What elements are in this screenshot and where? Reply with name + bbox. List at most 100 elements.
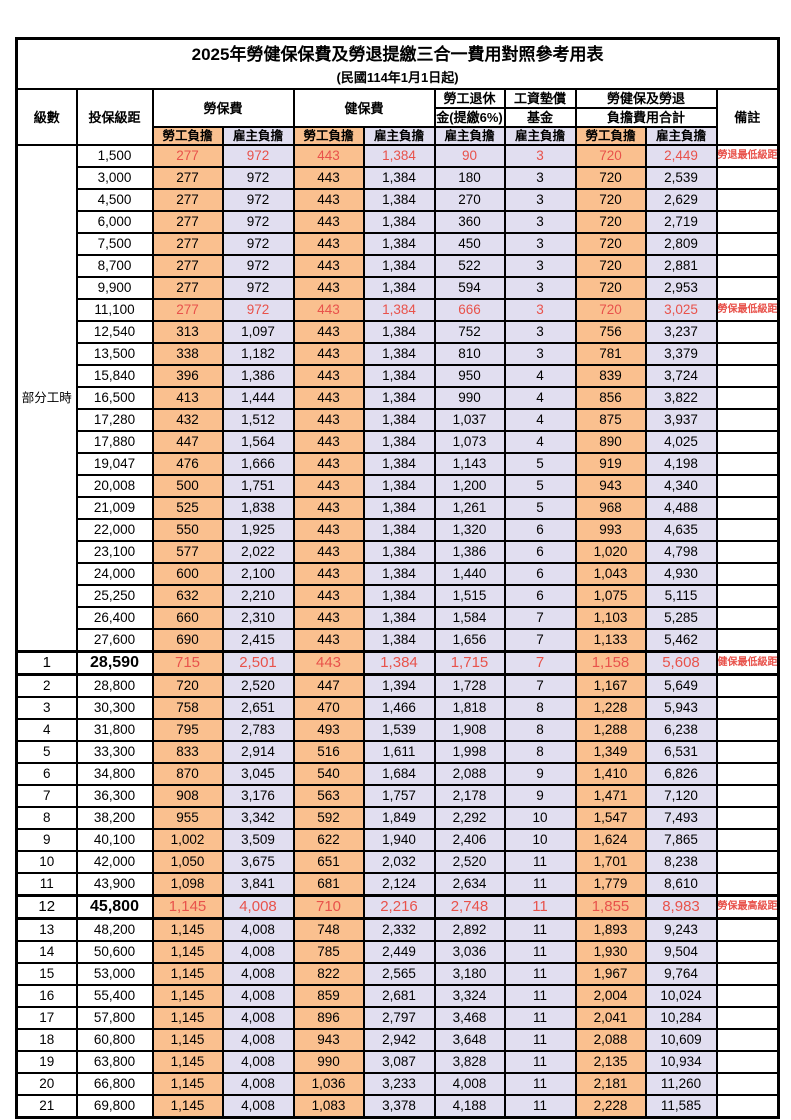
value-cell: 1,908 <box>433 718 506 742</box>
value-cell: 11 <box>503 850 577 874</box>
level-cell: 6 <box>15 762 78 786</box>
level-cell: 9 <box>15 828 78 852</box>
value-cell: 720 <box>574 254 647 278</box>
value-cell: 6,531 <box>644 740 718 764</box>
value-cell: 1,386 <box>221 364 295 388</box>
value-cell: 1,103 <box>574 606 647 630</box>
subheader-fund-employer: 雇主負擔 <box>503 126 577 146</box>
value-cell: 1,145 <box>151 917 224 942</box>
value-cell: 972 <box>221 276 295 300</box>
remark-cell <box>715 762 780 786</box>
value-cell: 720 <box>151 673 224 698</box>
value-cell: 1,384 <box>362 342 436 366</box>
value-cell: 5,285 <box>644 606 718 630</box>
value-cell: 3,648 <box>433 1028 506 1052</box>
value-cell: 2,178 <box>433 784 506 808</box>
value-cell: 432 <box>151 408 224 432</box>
remark-cell <box>715 518 780 542</box>
table-row: 6 34,800 870 3,045 540 1,684 2,088 9 1,410 6,826 <box>15 762 780 786</box>
bracket-cell: 17,880 <box>75 430 154 454</box>
value-cell: 1,930 <box>574 940 647 964</box>
value-cell: 3,378 <box>362 1094 436 1119</box>
value-cell: 10,284 <box>644 1006 718 1030</box>
value-cell: 1,145 <box>151 962 224 986</box>
value-cell: 90 <box>433 144 506 168</box>
value-cell: 443 <box>292 452 365 476</box>
value-cell: 443 <box>292 298 365 322</box>
value-cell: 3,509 <box>221 828 295 852</box>
value-cell: 3,379 <box>644 342 718 366</box>
level-cell: 12 <box>15 894 78 920</box>
value-cell: 443 <box>292 320 365 344</box>
value-cell: 10,934 <box>644 1050 718 1074</box>
table-row: 8,700 277 972 443 1,384 522 3 720 2,881 <box>17 254 780 278</box>
page-subtitle: (民國114年1月1日起) <box>336 69 459 85</box>
value-cell: 2,181 <box>574 1072 647 1096</box>
value-cell: 919 <box>574 452 647 476</box>
value-cell: 4,798 <box>644 540 718 564</box>
bracket-cell: 23,100 <box>75 540 154 564</box>
level-cell: 11 <box>15 872 78 897</box>
remark-cell <box>715 254 780 278</box>
value-cell: 1,182 <box>221 342 295 366</box>
value-cell: 2,310 <box>221 606 295 630</box>
remark-cell <box>715 673 780 698</box>
remark-cell: 健保最低級距 <box>715 650 780 676</box>
bracket-cell: 42,000 <box>75 850 154 874</box>
value-cell: 3,087 <box>362 1050 436 1074</box>
value-cell: 6 <box>503 540 577 564</box>
value-cell: 972 <box>221 254 295 278</box>
bracket-cell: 9,900 <box>75 276 154 300</box>
level-cell: 10 <box>15 850 78 874</box>
bracket-cell: 43,900 <box>75 872 154 897</box>
value-cell: 9,764 <box>644 962 718 986</box>
value-cell: 443 <box>292 496 365 520</box>
value-cell: 1,757 <box>362 784 436 808</box>
table-row: 10 42,000 1,050 3,675 651 2,032 2,520 11 1,701 8,… <box>15 850 780 874</box>
value-cell: 3 <box>503 342 577 366</box>
value-cell: 2,124 <box>362 872 436 897</box>
remark-cell <box>715 940 780 964</box>
bracket-cell: 19,047 <box>75 452 154 476</box>
value-cell: 720 <box>574 276 647 300</box>
table-row: 4 31,800 795 2,783 493 1,539 1,908 8 1,288 6,238 <box>15 718 780 742</box>
remark-cell: 勞保最高級距 <box>715 894 780 920</box>
value-cell: 9,243 <box>644 917 718 942</box>
bracket-cell: 27,600 <box>75 628 154 653</box>
value-cell: 1,684 <box>362 762 436 786</box>
value-cell: 859 <box>292 984 365 1008</box>
value-cell: 1,384 <box>362 276 436 300</box>
value-cell: 2,210 <box>221 584 295 608</box>
value-cell: 11,585 <box>644 1094 718 1119</box>
value-cell: 1,075 <box>574 584 647 608</box>
table-row: 20,008 500 1,751 443 1,384 1,200 5 943 4,340 <box>17 474 780 498</box>
subheader-total-employer: 雇主負擔 <box>644 126 718 146</box>
remark-cell: 勞退最低級距 <box>715 144 780 168</box>
value-cell: 1,050 <box>151 850 224 874</box>
remark-cell <box>715 188 780 212</box>
value-cell: 11 <box>503 894 577 920</box>
value-cell: 443 <box>292 584 365 608</box>
value-cell: 3 <box>503 298 577 322</box>
value-cell: 476 <box>151 452 224 476</box>
table-row: 4,500 277 972 443 1,384 270 3 720 2,629 <box>17 188 780 212</box>
value-cell: 5 <box>503 496 577 520</box>
remark-cell <box>715 540 780 564</box>
table-row: 5 33,300 833 2,914 516 1,611 1,998 8 1,349 6,531 <box>15 740 780 764</box>
value-cell: 1,320 <box>433 518 506 542</box>
value-cell: 720 <box>574 144 647 168</box>
remark-cell <box>715 584 780 608</box>
value-cell: 443 <box>292 518 365 542</box>
value-cell: 1,145 <box>151 1050 224 1074</box>
value-cell: 2,135 <box>574 1050 647 1074</box>
value-cell: 1,584 <box>433 606 506 630</box>
value-cell: 4,008 <box>221 917 295 942</box>
value-cell: 3,342 <box>221 806 295 830</box>
value-cell: 1,818 <box>433 696 506 720</box>
title-cell: 2025年勞健保保費及勞退提繳三合一費用對照參考用表 (民國114年1月1日起) <box>15 37 780 90</box>
level-cell: 19 <box>15 1050 78 1074</box>
value-cell: 1,444 <box>221 386 295 410</box>
value-cell: 1,145 <box>151 894 224 920</box>
col-header-pension-line1: 勞工退休 <box>433 88 506 109</box>
value-cell: 1,701 <box>574 850 647 874</box>
